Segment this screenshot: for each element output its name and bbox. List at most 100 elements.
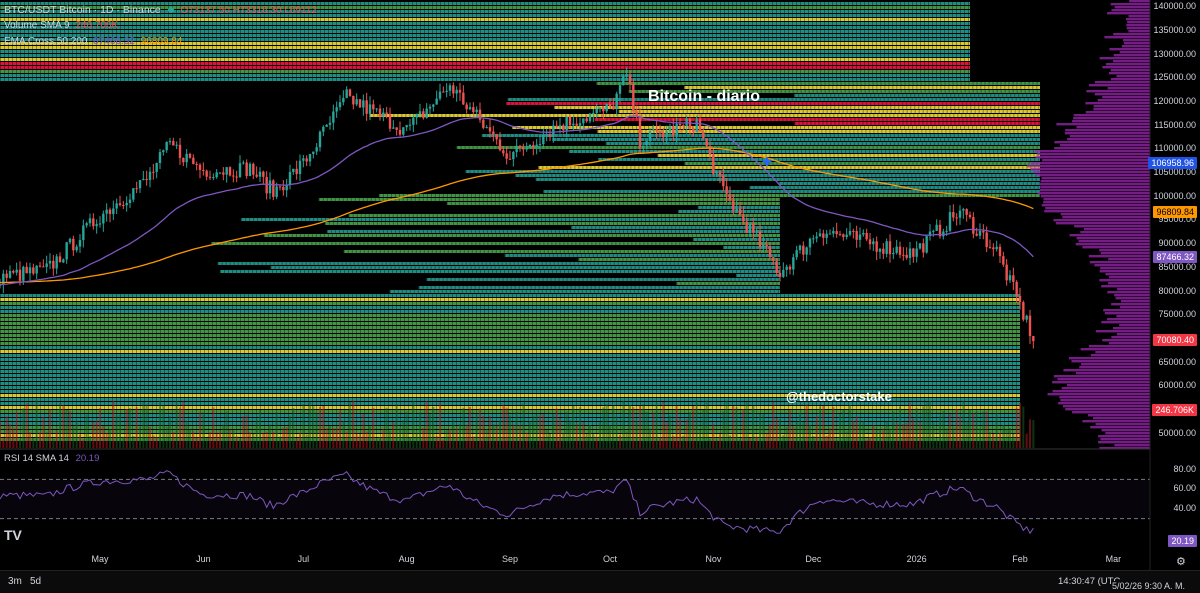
volume-bar bbox=[389, 431, 391, 448]
volume-profile-bar bbox=[1086, 90, 1150, 92]
liquidity-band bbox=[538, 166, 1040, 169]
volume-bar bbox=[659, 437, 661, 448]
volume-profile-bar bbox=[1080, 231, 1150, 233]
volume-profile-bar bbox=[1069, 357, 1150, 359]
volume-profile-bar bbox=[1071, 360, 1150, 362]
ema-legend[interactable]: EMA Cross 50 200 87466.32 96809.84 bbox=[4, 35, 182, 49]
volume-bar bbox=[426, 401, 428, 448]
volume-bar bbox=[336, 428, 338, 448]
volume-bar bbox=[422, 428, 424, 448]
volume-bar bbox=[792, 427, 794, 448]
candle-body bbox=[962, 209, 964, 211]
volume-bar bbox=[112, 401, 114, 448]
volume-profile-bar bbox=[1099, 279, 1150, 281]
candle-body bbox=[655, 129, 657, 131]
candle-body bbox=[769, 246, 771, 257]
liquidity-band bbox=[390, 290, 780, 293]
volume-bar bbox=[399, 428, 401, 448]
candle-body bbox=[369, 104, 371, 113]
volume-bar bbox=[462, 408, 464, 448]
volume-bar bbox=[352, 401, 354, 448]
volume-bar bbox=[469, 407, 471, 448]
volume-bar bbox=[259, 410, 261, 448]
candle-body bbox=[492, 132, 494, 135]
volume-bar bbox=[856, 416, 858, 448]
volume-bar bbox=[82, 439, 84, 448]
candle-body bbox=[375, 109, 377, 110]
volume-bar bbox=[459, 424, 461, 448]
candle-body bbox=[645, 141, 647, 145]
candle-body bbox=[55, 256, 57, 268]
volume-bar bbox=[949, 414, 951, 448]
volume-profile-bar bbox=[1042, 177, 1150, 179]
range-5d-button[interactable]: 5d bbox=[30, 576, 41, 587]
candle-body bbox=[185, 154, 187, 162]
volume-profile-bar bbox=[1099, 249, 1150, 251]
liquidity-band bbox=[684, 162, 1040, 165]
volume-bar bbox=[412, 401, 414, 448]
volume-profile-bar bbox=[1105, 312, 1150, 314]
volume-bar bbox=[982, 411, 984, 448]
volume-bar bbox=[909, 403, 911, 448]
candle-body bbox=[925, 236, 927, 252]
volume-bar bbox=[162, 405, 164, 448]
volume-bar bbox=[846, 431, 848, 448]
volume-bar bbox=[126, 409, 128, 448]
volume-profile-bar bbox=[1093, 108, 1150, 110]
chart-title-annotation[interactable]: Bitcoin - diario bbox=[648, 88, 760, 106]
volume-bar bbox=[69, 411, 71, 448]
candle-body bbox=[665, 131, 667, 137]
volume-bar bbox=[219, 431, 221, 448]
volume-bar bbox=[899, 406, 901, 448]
candle-body bbox=[859, 235, 861, 240]
candle-body bbox=[322, 127, 324, 132]
volume-bar bbox=[479, 408, 481, 448]
candle-body bbox=[519, 146, 521, 148]
range-3m-button[interactable]: 3m bbox=[8, 576, 22, 587]
candle-body bbox=[629, 75, 631, 85]
volume-bar bbox=[596, 437, 598, 448]
tradingview-logo[interactable]: TV bbox=[4, 527, 22, 543]
volume-profile-bar bbox=[1111, 78, 1150, 80]
candle-body bbox=[992, 247, 994, 249]
volume-bar bbox=[802, 422, 804, 448]
volume-bar bbox=[152, 435, 154, 448]
candle-body bbox=[799, 246, 801, 251]
volume-bar bbox=[602, 407, 604, 448]
volume-bar bbox=[1009, 428, 1011, 448]
volume-bar bbox=[599, 422, 601, 448]
candle-body bbox=[412, 118, 414, 125]
candle-body bbox=[555, 126, 557, 128]
volume-bar bbox=[536, 414, 538, 448]
volume-bar bbox=[6, 416, 8, 448]
volume-bar bbox=[79, 435, 81, 448]
settings-gear-icon[interactable]: ⚙ bbox=[1176, 555, 1186, 568]
candle-body bbox=[862, 233, 864, 235]
volume-bar bbox=[742, 409, 744, 448]
volume-profile-bar bbox=[1107, 291, 1150, 293]
candle-body bbox=[812, 238, 814, 239]
volume-bar bbox=[532, 416, 534, 448]
candle-body bbox=[199, 165, 201, 170]
volume-legend[interactable]: Volume SMA 9 246.706K bbox=[4, 19, 118, 33]
volume-profile-bar bbox=[1082, 246, 1150, 248]
candle-body bbox=[642, 145, 644, 147]
candle-body bbox=[632, 84, 634, 111]
author-annotation[interactable]: @thedoctorstake bbox=[786, 389, 892, 404]
clock-readout[interactable]: 14:30:47 (UTC bbox=[1058, 576, 1120, 587]
rsi-legend[interactable]: RSI 14 SMA 14 20.19 bbox=[4, 453, 99, 464]
candle-body bbox=[469, 107, 471, 109]
volume-profile-bar bbox=[1095, 81, 1150, 83]
volume-bar bbox=[819, 407, 821, 448]
volume-bar bbox=[282, 428, 284, 448]
volume-bar bbox=[492, 424, 494, 448]
volume-profile-bar bbox=[1109, 276, 1150, 278]
symbol-title[interactable]: BTC/USDT Bitcoin · 1D · Binance bbox=[4, 4, 161, 16]
liquidity-band bbox=[515, 174, 1040, 177]
volume-bar bbox=[652, 412, 654, 448]
volume-bar bbox=[962, 400, 964, 448]
candle-body bbox=[725, 186, 727, 193]
candle-body bbox=[225, 167, 227, 174]
volume-bar bbox=[249, 432, 251, 448]
